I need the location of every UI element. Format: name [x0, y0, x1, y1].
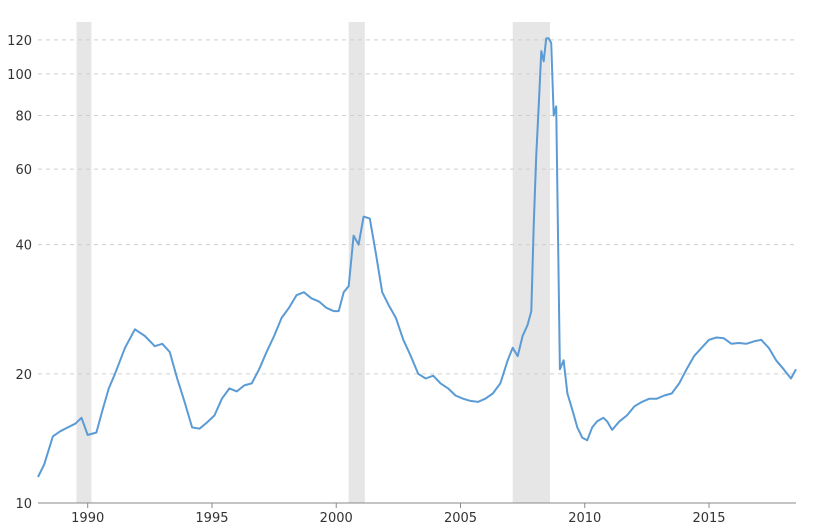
recession-band: [76, 22, 92, 503]
series-line: [37, 37, 797, 478]
x-tick-label: 2000: [320, 511, 353, 526]
x-tick-label: 2015: [692, 511, 725, 526]
x-tick-label: 1995: [195, 511, 228, 526]
x-tick-label: 1990: [71, 511, 104, 526]
recession-band: [512, 22, 550, 503]
x-tick-label: 2005: [444, 511, 477, 526]
y-tick-label: 80: [15, 109, 32, 124]
y-tick-label: 100: [7, 68, 32, 83]
y-tick-label: 10: [15, 497, 32, 512]
recession-band: [348, 22, 365, 503]
series-layer: [37, 37, 797, 478]
y-tick-label: 60: [15, 163, 32, 178]
recession-bands: [76, 22, 550, 503]
y-tick-label: 40: [15, 239, 32, 254]
y-tick-label: 20: [15, 368, 32, 383]
y-axis-tick-labels: 10 20 40 60 80 100 120: [7, 34, 32, 512]
x-axis-tick-labels: 1990 1995 2000 2005 2010 2015: [71, 503, 726, 526]
gridlines: [38, 39, 796, 375]
x-tick-label: 2010: [568, 511, 601, 526]
y-tick-label: 120: [7, 34, 32, 49]
